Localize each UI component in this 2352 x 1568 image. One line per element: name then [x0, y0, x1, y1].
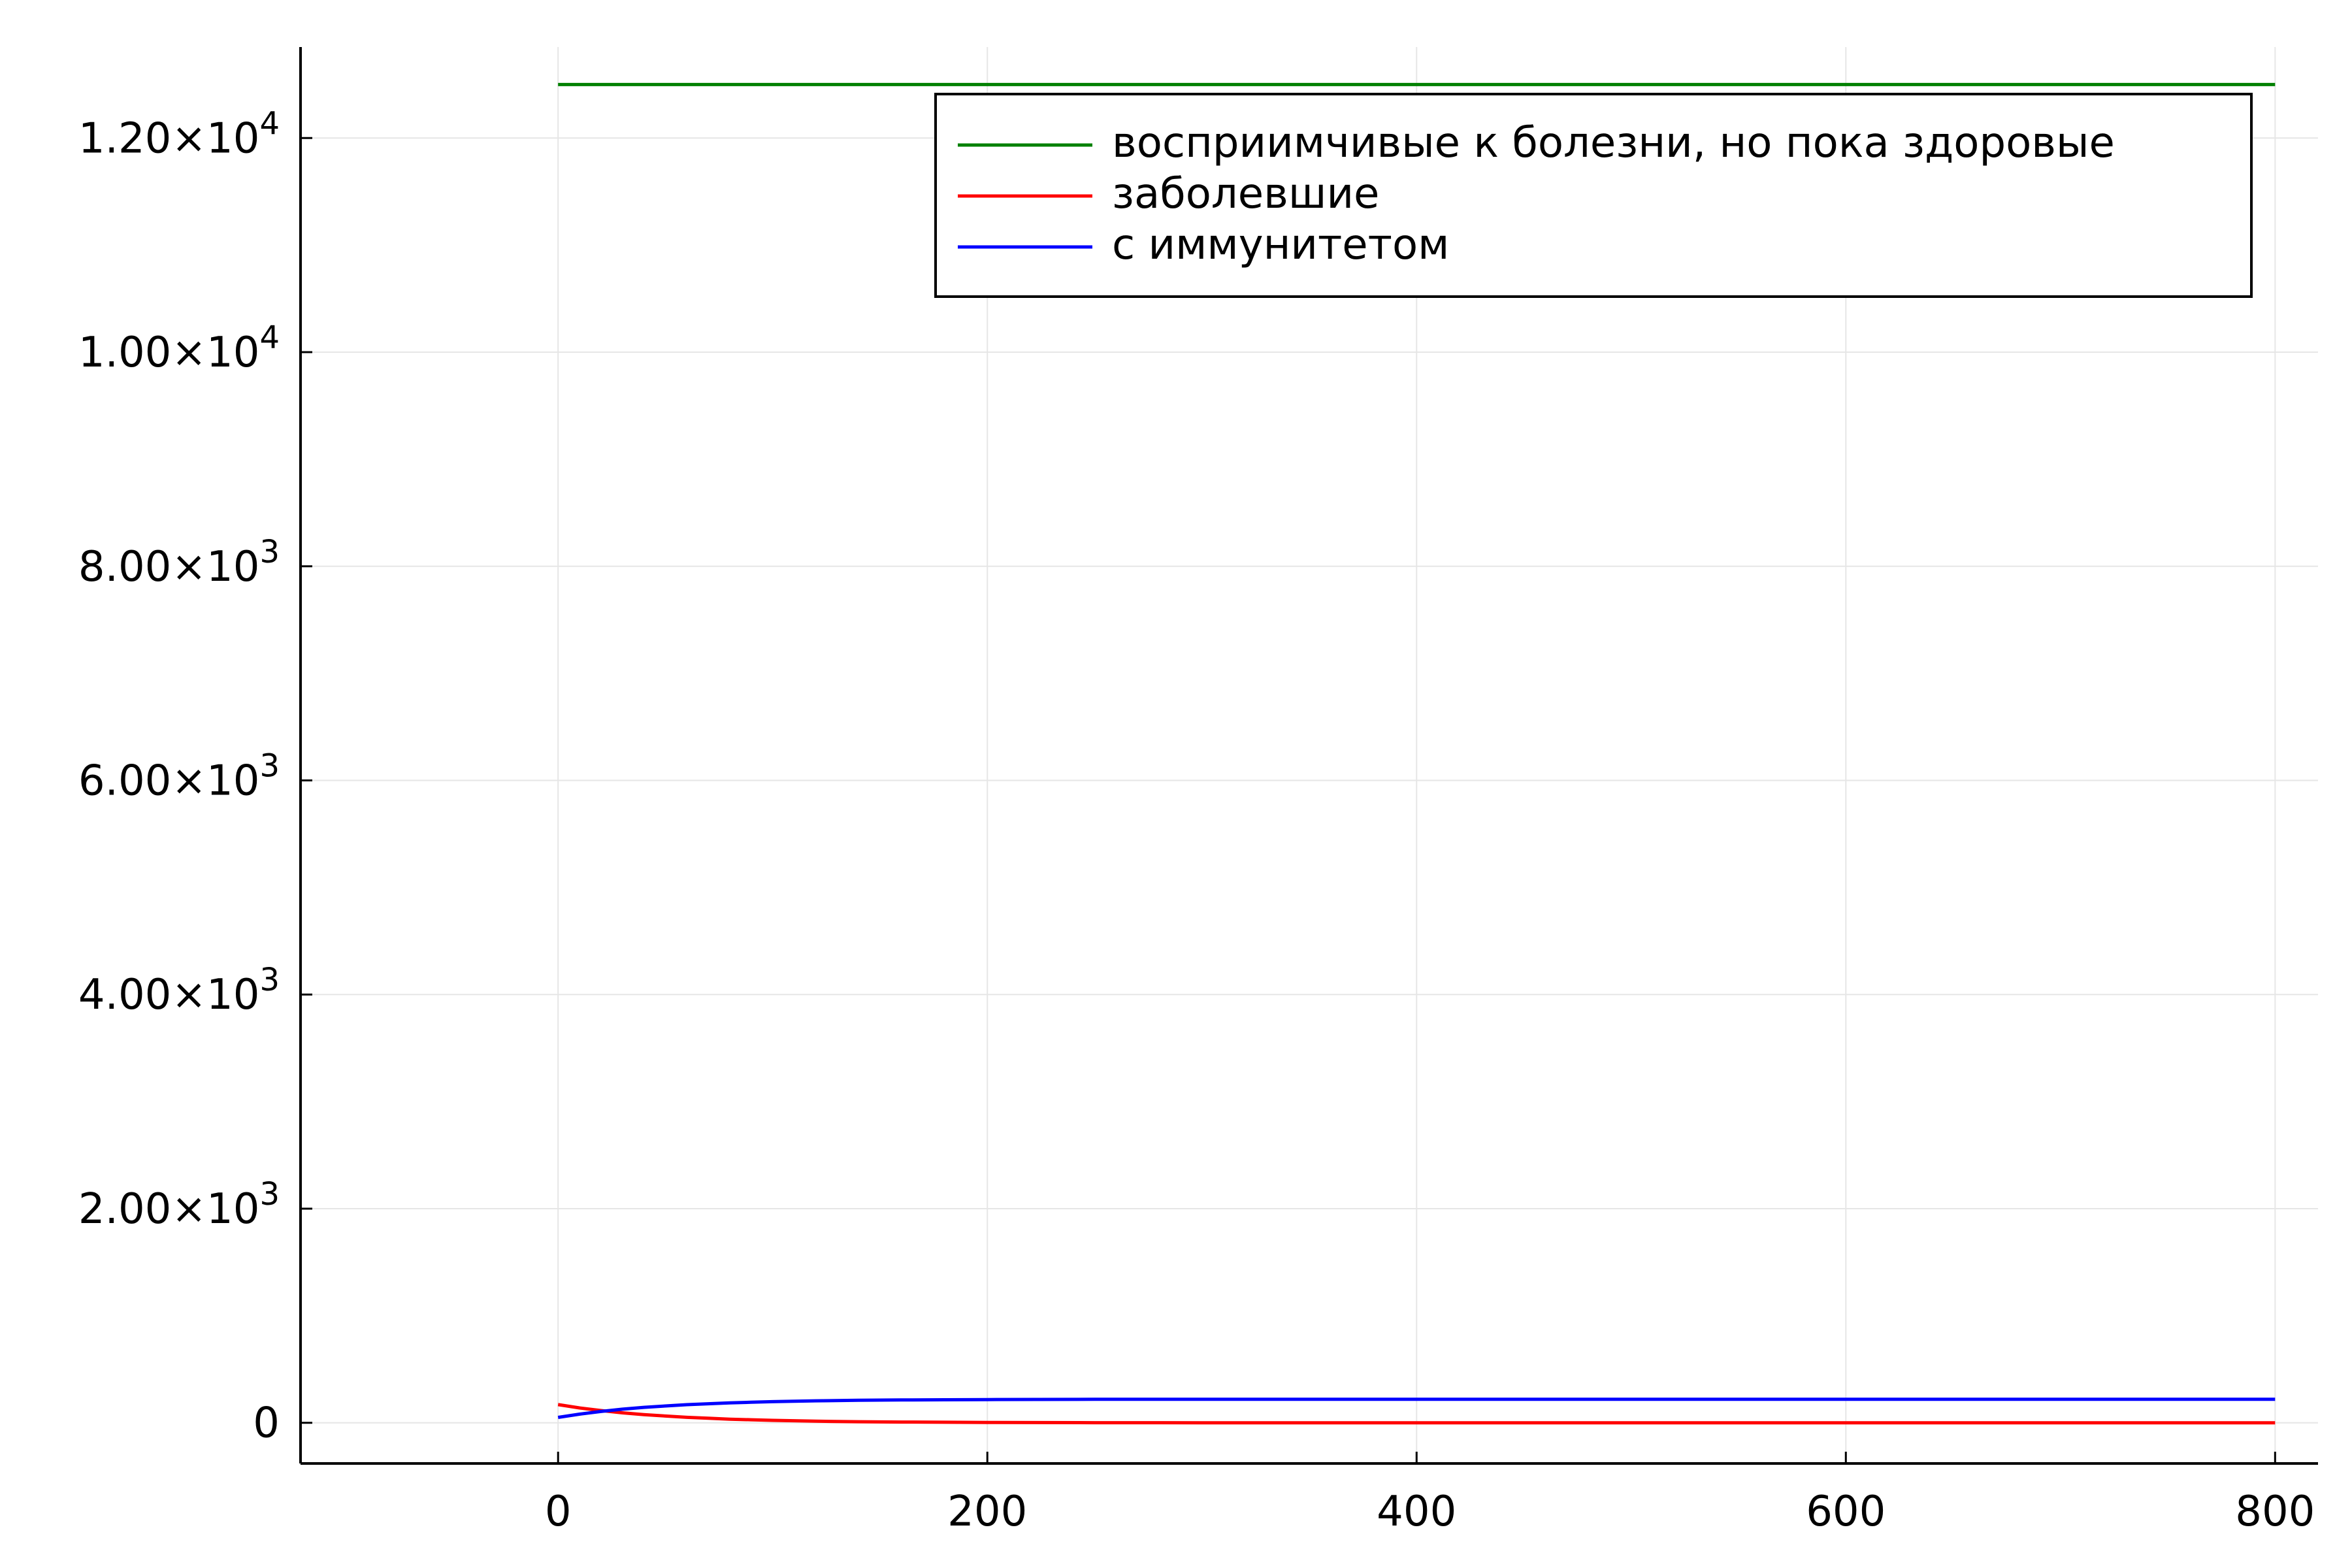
- plot-series: [557, 82, 2276, 1425]
- series-line-1: [557, 1403, 2276, 1425]
- y-tick-exponent: 3: [259, 534, 280, 570]
- series-line-2: [557, 1397, 2276, 1419]
- x-tick-label: 200: [947, 1488, 1027, 1536]
- y-tick-label: 2.00×103: [78, 1176, 280, 1233]
- x-tick-label: 400: [1377, 1488, 1456, 1536]
- legend-label-recovered: с иммунитетом: [1112, 221, 1449, 269]
- y-tick-exponent: 4: [259, 319, 280, 356]
- axes: [299, 47, 2318, 1465]
- y-tick-mantissa: 4.00×10: [78, 971, 260, 1019]
- legend-label-infected: заболевшие: [1112, 170, 1379, 218]
- x-tick-label: 600: [1806, 1488, 1886, 1536]
- y-tick-exponent: 3: [259, 962, 280, 998]
- legend: восприимчивые к болезни, но пока здоровы…: [934, 93, 2253, 298]
- y-tick-mantissa: 6.00×10: [78, 757, 260, 806]
- x-tick-label: 800: [2235, 1488, 2315, 1536]
- y-tick-exponent: 4: [259, 105, 280, 142]
- y-tick-label: 4.00×103: [78, 962, 280, 1019]
- x-axis-ticks: 0 200 400 600 800: [545, 1452, 2315, 1536]
- legend-label-susceptible: восприимчивые к болезни, но пока здоровы…: [1112, 119, 2115, 167]
- y-tick-mantissa: 1.20×10: [78, 114, 260, 163]
- y-tick-mantissa: 8.00×10: [78, 543, 260, 591]
- y-tick-label: 6.00×103: [78, 748, 280, 806]
- y-tick-exponent: 3: [259, 748, 280, 785]
- y-tick-label: 0: [253, 1399, 280, 1448]
- y-tick-exponent: 3: [259, 1176, 280, 1213]
- y-axis-ticks: 02.00×1034.00×1036.00×1038.00×1031.00×10…: [78, 105, 312, 1448]
- y-tick-label: 8.00×103: [78, 534, 280, 591]
- y-tick-mantissa: 2.00×10: [78, 1185, 260, 1233]
- legend-box: [934, 93, 2253, 298]
- y-tick-label: 1.20×104: [78, 105, 280, 163]
- y-tick-label: 1.00×104: [78, 319, 280, 377]
- x-tick-label: 0: [545, 1488, 572, 1536]
- y-tick-mantissa: 1.00×10: [78, 329, 260, 377]
